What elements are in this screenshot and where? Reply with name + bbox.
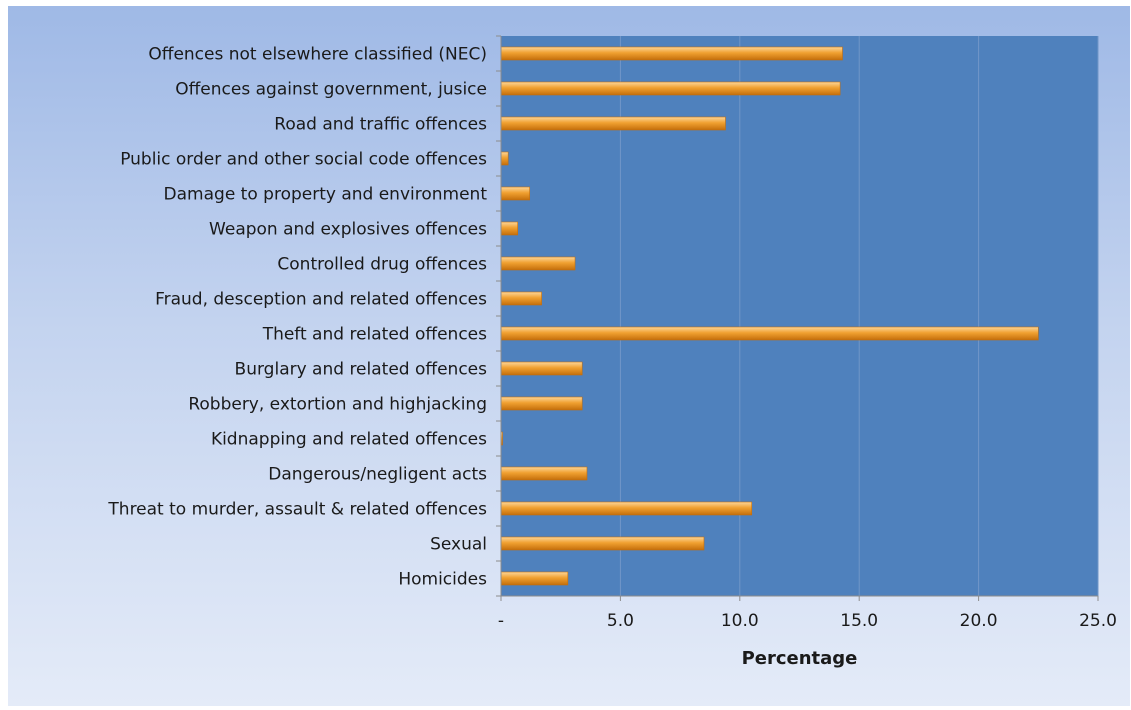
x-tick-label: 25.0 — [1079, 611, 1117, 631]
bar-9 — [500, 361, 583, 376]
x-tick-label: 15.0 — [840, 611, 878, 631]
bar-14 — [500, 536, 705, 551]
bar-7 — [500, 291, 542, 306]
category-label: Fraud, desception and related offences — [155, 290, 487, 310]
bar-3 — [500, 151, 509, 166]
bar-13 — [500, 501, 753, 516]
x-tick-label: - — [498, 611, 504, 631]
chart-area: Offences not elsewhere classified (NEC) O… — [8, 6, 1130, 706]
category-label: Controlled drug offences — [277, 255, 487, 275]
category-label: Homicides — [398, 570, 487, 590]
bar-1 — [500, 81, 841, 96]
bar-12 — [500, 466, 588, 481]
category-label: Theft and related offences — [262, 325, 487, 345]
category-label: Offences against government, jusice — [175, 80, 487, 100]
axes — [496, 35, 1099, 601]
bar-5 — [500, 221, 519, 236]
bar-2 — [500, 116, 726, 131]
bars — [500, 46, 1039, 586]
bar-0 — [500, 46, 843, 61]
category-label: Burglary and related offences — [235, 360, 488, 380]
bar-10 — [500, 396, 583, 411]
x-axis-title: Percentage — [742, 648, 858, 669]
category-labels: Offences not elsewhere classified (NEC) O… — [107, 45, 487, 590]
bar-chart: Offences not elsewhere classified (NEC) O… — [107, 35, 1117, 669]
category-label: Public order and other social code offen… — [120, 150, 487, 170]
x-tick-label: 10.0 — [721, 611, 759, 631]
bar-8 — [500, 326, 1039, 341]
category-label: Threat to murder, assault & related offe… — [107, 500, 487, 520]
bar-15 — [500, 571, 569, 586]
category-label: Road and traffic offences — [274, 115, 487, 135]
bar-6 — [500, 256, 576, 271]
category-label: Offences not elsewhere classified (NEC) — [148, 45, 487, 65]
category-label: Kidnapping and related offences — [211, 430, 487, 450]
category-label: Robbery, extortion and highjacking — [188, 395, 487, 415]
category-label: Damage to property and environment — [164, 185, 488, 205]
category-label: Weapon and explosives offences — [209, 220, 487, 240]
bar-4 — [500, 186, 530, 201]
category-label: Sexual — [430, 535, 487, 555]
category-label: Dangerous/negligent acts — [268, 465, 487, 485]
x-tick-label: 20.0 — [960, 611, 998, 631]
tick-labels: - 5.0 10.0 15.0 20.0 25.0 — [498, 611, 1117, 631]
x-tick-label: 5.0 — [607, 611, 634, 631]
